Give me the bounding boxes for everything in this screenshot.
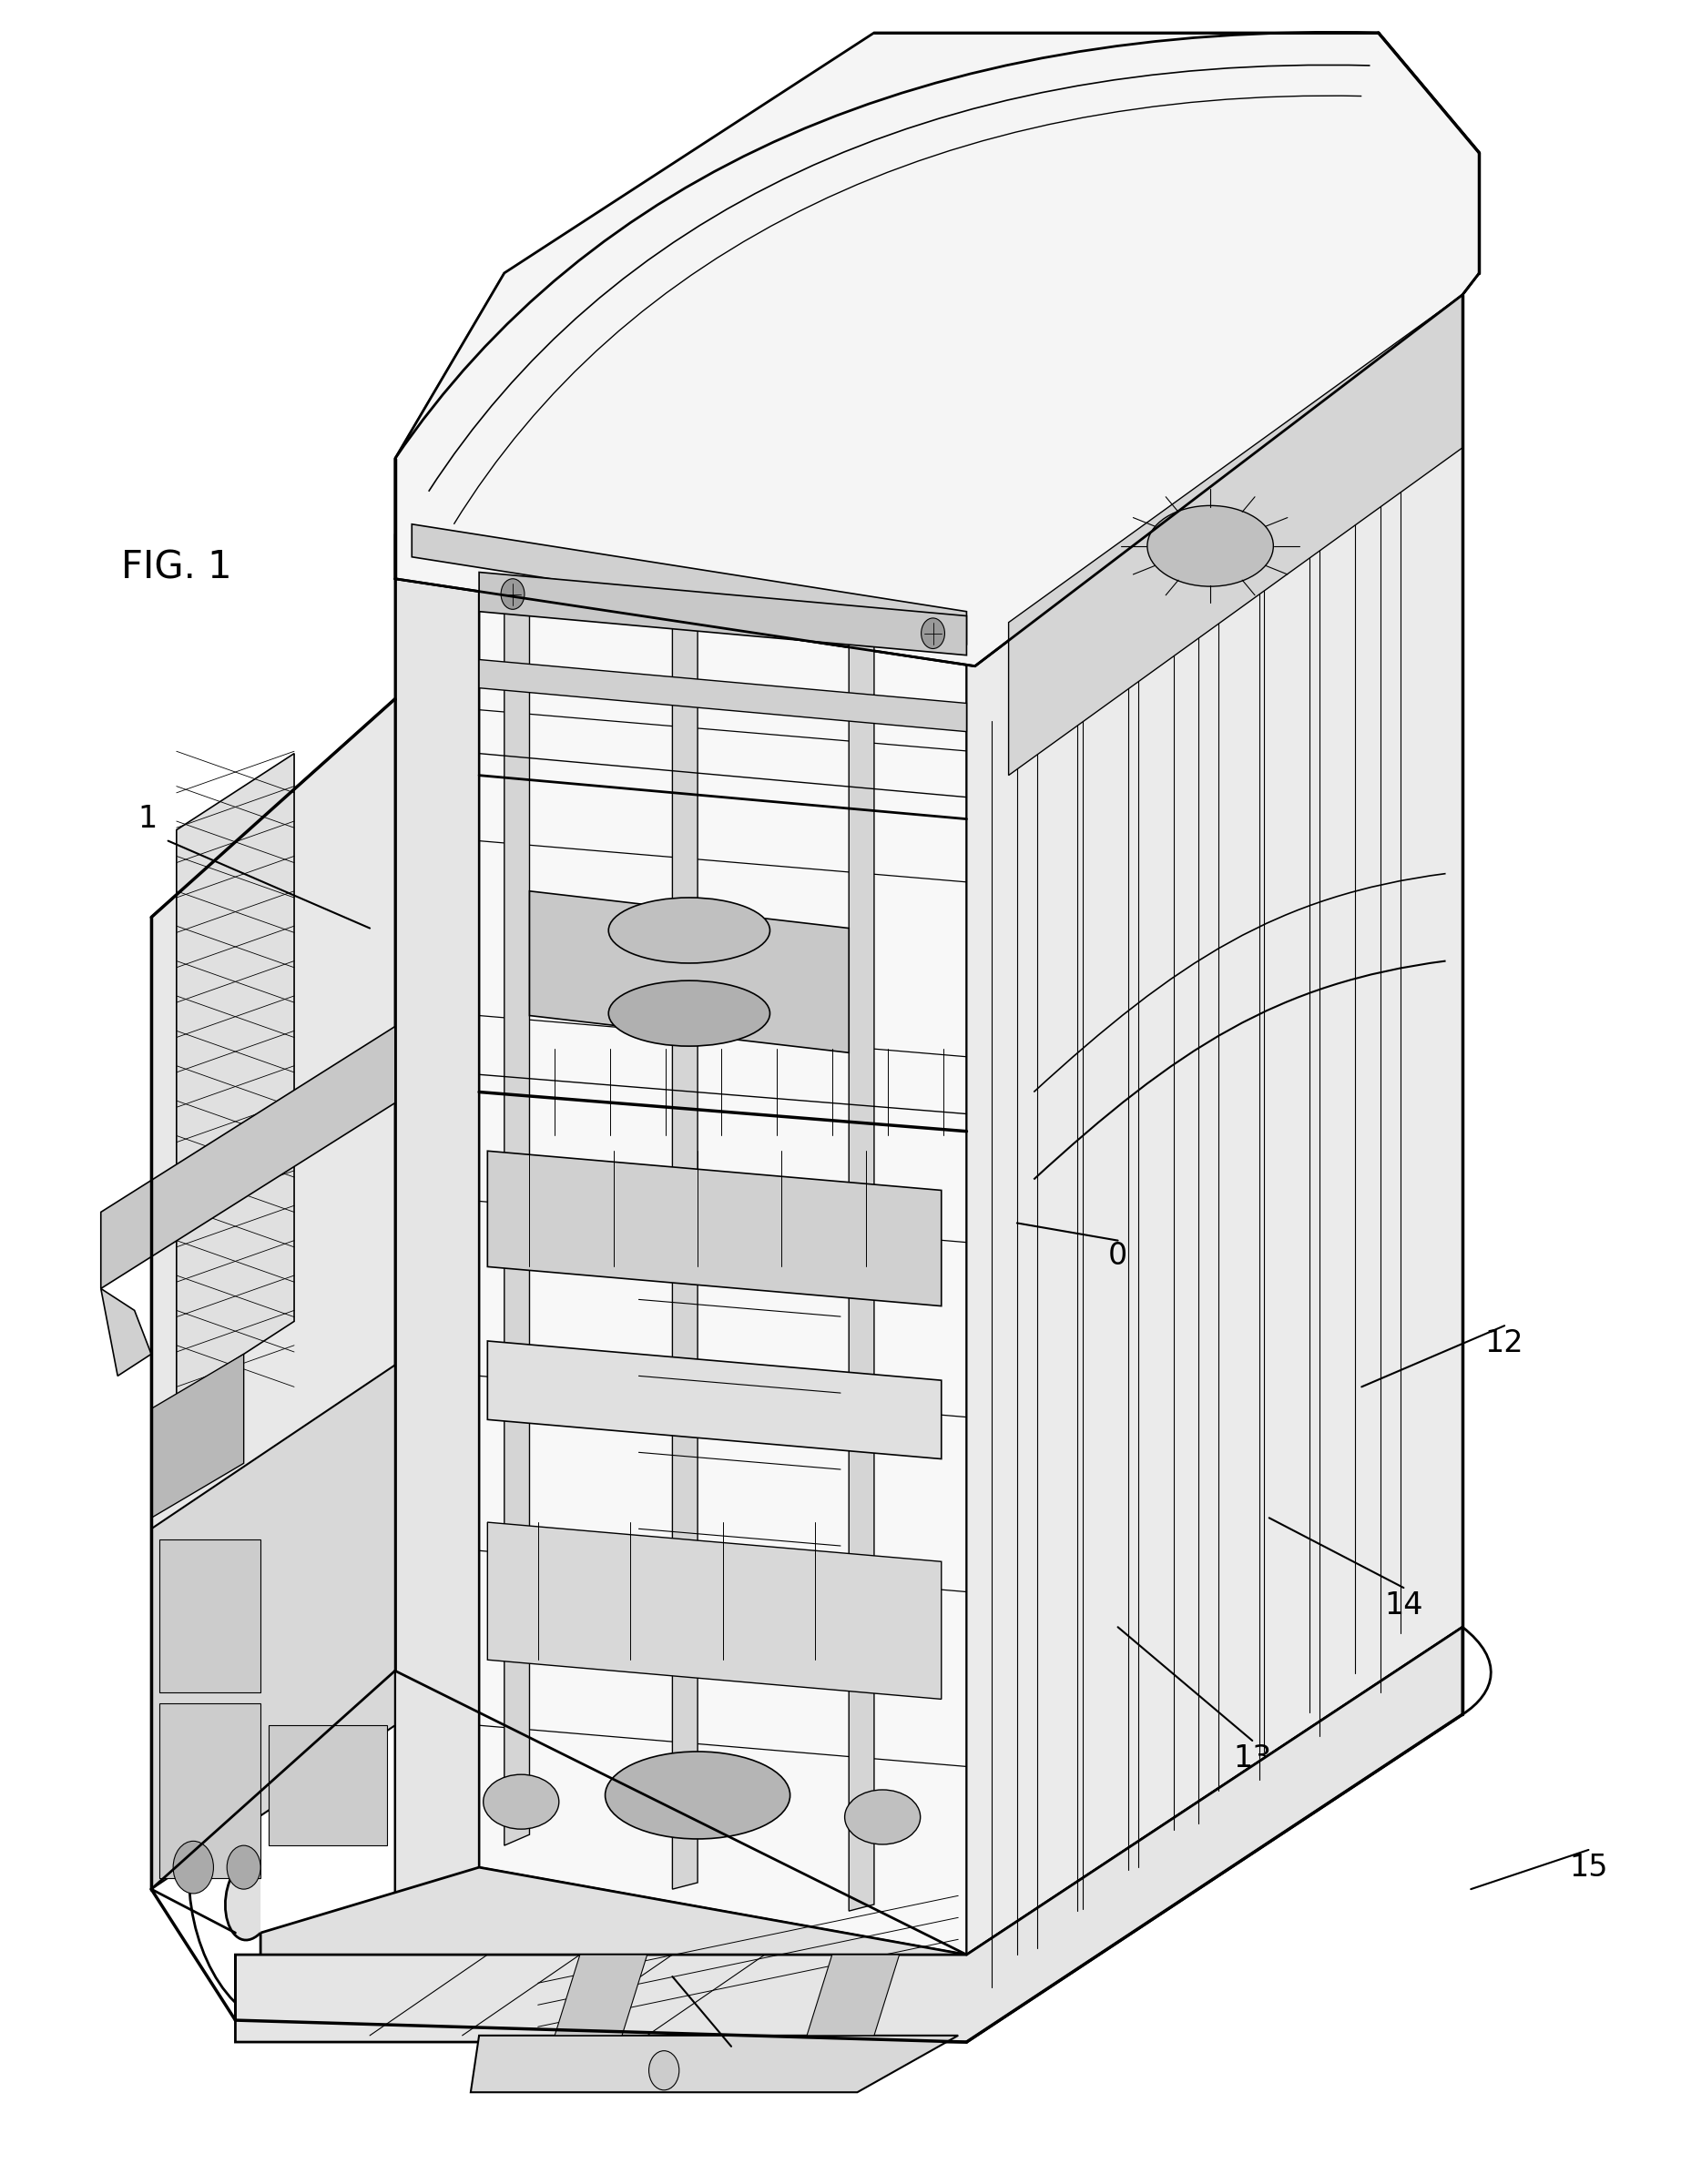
Ellipse shape	[609, 981, 770, 1046]
Ellipse shape	[605, 1752, 790, 1839]
Polygon shape	[101, 1026, 395, 1289]
Polygon shape	[101, 1289, 151, 1376]
Polygon shape	[479, 572, 967, 655]
Polygon shape	[261, 1627, 1462, 2042]
Ellipse shape	[609, 898, 770, 963]
Polygon shape	[487, 1522, 941, 1699]
Polygon shape	[395, 33, 1479, 666]
Text: 14: 14	[1383, 1590, 1424, 1621]
Polygon shape	[177, 753, 294, 1398]
Polygon shape	[160, 1704, 261, 1878]
Ellipse shape	[484, 1773, 558, 1830]
Text: 15: 15	[1568, 1852, 1609, 1883]
Polygon shape	[849, 616, 874, 1911]
Text: 0: 0	[1108, 1241, 1128, 1271]
Polygon shape	[395, 513, 479, 1933]
Circle shape	[649, 2051, 679, 2090]
Polygon shape	[269, 1725, 387, 1845]
Polygon shape	[151, 1365, 395, 1889]
Polygon shape	[504, 601, 530, 1845]
Circle shape	[173, 1841, 213, 1894]
PathPatch shape	[225, 1845, 261, 1939]
Polygon shape	[530, 891, 849, 1053]
Text: FIG. 1: FIG. 1	[121, 548, 232, 587]
Polygon shape	[412, 524, 967, 644]
Polygon shape	[479, 513, 967, 1955]
Polygon shape	[555, 1955, 647, 2035]
Polygon shape	[151, 699, 395, 1889]
Circle shape	[501, 579, 524, 609]
Polygon shape	[151, 1354, 244, 1518]
Polygon shape	[1009, 295, 1462, 775]
Polygon shape	[967, 295, 1462, 1955]
Polygon shape	[807, 1955, 899, 2035]
Text: 11: 11	[711, 2049, 751, 2079]
Ellipse shape	[846, 1791, 921, 1843]
Polygon shape	[395, 273, 1462, 666]
Circle shape	[227, 1845, 261, 1889]
Polygon shape	[160, 1540, 261, 1693]
Ellipse shape	[1146, 507, 1273, 585]
Text: 1: 1	[138, 804, 158, 834]
Polygon shape	[975, 295, 1462, 1998]
Polygon shape	[235, 1627, 1462, 2042]
Polygon shape	[487, 1341, 941, 1459]
Polygon shape	[471, 2035, 958, 2092]
Text: 13: 13	[1232, 1743, 1273, 1773]
Text: 12: 12	[1484, 1328, 1525, 1358]
Circle shape	[921, 618, 945, 649]
Polygon shape	[479, 660, 967, 732]
Polygon shape	[672, 612, 698, 1889]
Polygon shape	[487, 1151, 941, 1306]
